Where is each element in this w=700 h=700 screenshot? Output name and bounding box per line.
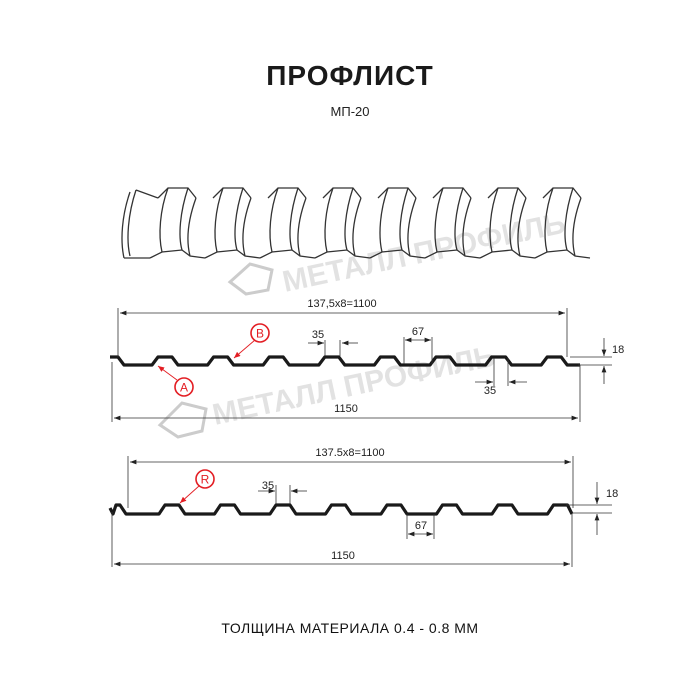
svg-text:B: B xyxy=(256,327,264,341)
sheet-rib-line xyxy=(179,187,189,251)
sheet-rib-line xyxy=(399,187,409,251)
watermark-logo-1: МЕТАЛЛ ПРОФИЛЬ xyxy=(227,207,569,299)
profile-2-outline xyxy=(108,503,574,516)
valley-dimension: 67 xyxy=(412,326,424,338)
sheet-rib-line xyxy=(462,197,472,257)
sheet-rib-line xyxy=(187,197,197,257)
top-flange-dimension: 35 xyxy=(262,480,274,492)
bottom-flange-dimension: 35 xyxy=(484,385,496,397)
sheet-rib-line xyxy=(149,249,206,259)
sheet-rib-line xyxy=(269,187,279,253)
sheet-rib-line xyxy=(289,187,299,251)
sheet-rib-line xyxy=(424,249,481,259)
sheet-rib-line xyxy=(489,187,499,253)
sheet-rib-line xyxy=(564,187,574,251)
sheet-rib-line xyxy=(517,197,527,257)
sheet-rib-line xyxy=(542,187,582,199)
valley-dimension: 67 xyxy=(415,520,427,532)
height-dimension: 18 xyxy=(606,488,618,500)
sheet-rib-line xyxy=(432,187,472,199)
sheet-rib-line xyxy=(534,249,591,259)
profile-2: 137.5x8=1100 1150 35 67 18 R xyxy=(108,447,618,567)
sheet-rib-line xyxy=(352,197,362,257)
sheet-rib-line xyxy=(127,189,137,257)
sheet-rib-line xyxy=(204,249,261,259)
sheet-rib-line xyxy=(544,187,554,253)
sheet-rib-line xyxy=(157,187,197,199)
sheet-rib-line xyxy=(434,187,444,253)
sheet-rib-line xyxy=(212,187,252,199)
sheet-rib-line xyxy=(454,187,464,251)
page-title: ПРОФЛИСТ xyxy=(266,60,434,91)
sheet-rib-line xyxy=(407,197,417,257)
sheet-rib-line xyxy=(572,197,582,257)
svg-text:A: A xyxy=(180,381,188,395)
sheet-rib-line xyxy=(135,189,159,199)
sheet-rib-line xyxy=(479,249,536,259)
watermark-logo-2: МЕТАЛЛ ПРОФИЛЬ xyxy=(157,340,498,439)
sheet-rib-line xyxy=(297,197,307,257)
callout-a: A xyxy=(157,365,194,397)
sheet-rib-line xyxy=(234,187,244,251)
sheet-rib-line xyxy=(344,187,354,251)
profile-1: 137,5x8=1100 1150 35 67 35 18 B A xyxy=(110,298,624,422)
sheet-rib-line xyxy=(259,249,316,259)
sheet-rib-line xyxy=(379,187,389,253)
sheet-rib-line xyxy=(377,187,417,199)
watermark-text: МЕТАЛЛ ПРОФИЛЬ xyxy=(280,207,569,299)
sheet-rib-line xyxy=(509,187,519,251)
top-flange-dimension: 35 xyxy=(312,329,324,341)
profile-1-outline xyxy=(110,355,580,367)
callout-r: R xyxy=(179,469,215,504)
sheet-rib-line xyxy=(322,187,362,199)
svg-text:R: R xyxy=(201,473,210,487)
product-code: МП-20 xyxy=(330,104,370,119)
width-dimension: 1150 xyxy=(334,403,358,415)
pitch-dimension: 137,5x8=1100 xyxy=(307,298,376,310)
sheet-rib-line xyxy=(242,197,252,257)
sheet-rib-line xyxy=(324,187,334,253)
callout-b: B xyxy=(233,323,270,359)
sheet-rib-line xyxy=(214,187,224,253)
sheet-rib-line xyxy=(369,249,426,259)
sheet-rib-line xyxy=(121,191,131,259)
sheet-rib-line xyxy=(267,187,307,199)
sheet-rib-line xyxy=(487,187,527,199)
width-dimension: 1150 xyxy=(331,550,355,562)
material-thickness-note: ТОЛЩИНА МАТЕРИАЛА 0.4 - 0.8 ММ xyxy=(221,620,479,636)
sheet-rib-line xyxy=(159,187,169,253)
sheet-rib-line xyxy=(314,249,371,259)
sheet-3d-view xyxy=(121,187,591,259)
pitch-dimension: 137.5x8=1100 xyxy=(315,447,384,459)
height-dimension: 18 xyxy=(612,344,624,356)
